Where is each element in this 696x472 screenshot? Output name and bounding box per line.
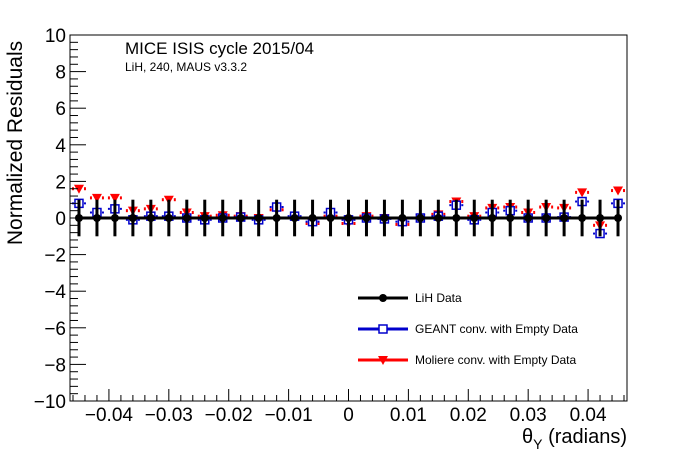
- lih-data-point: [110, 214, 119, 222]
- legend-marker-0: [379, 294, 387, 302]
- lih-data-point: [596, 214, 605, 222]
- legend: LiH Data GEANT conv. with Empty Data Molie…: [358, 291, 578, 367]
- lih-data-point: [200, 214, 209, 222]
- y-tick-label: 0: [55, 209, 66, 230]
- y-tick-label: −8: [44, 355, 66, 376]
- x-axis-label-symbol: θ: [522, 426, 533, 448]
- lih-data-point: [416, 214, 425, 222]
- legend-label-2: Moliere conv. with Empty Data: [415, 353, 576, 367]
- chart-subtitle: LiH, 240, MAUS v3.3.2: [125, 60, 247, 74]
- y-axis-label: Normalized Residuals: [4, 41, 27, 245]
- lih-data-point: [488, 214, 497, 222]
- x-tick-label: 0.01: [390, 405, 427, 426]
- lih-data-point: [272, 214, 281, 222]
- lih-data-point: [524, 214, 533, 222]
- y-tick-label: −6: [44, 319, 66, 340]
- lih-data-point: [164, 214, 173, 222]
- x-axis-label: θY (radians): [522, 426, 627, 452]
- x-tick-label: 0.04: [570, 405, 607, 426]
- lih-data-point: [560, 214, 569, 222]
- moliere-data-point: [109, 193, 120, 203]
- moliere-data-point: [577, 188, 588, 198]
- x-tick-label: 0.02: [450, 405, 487, 426]
- y-tick-label: −2: [44, 246, 66, 267]
- y-axis: −10 −8 −6 −4 −2 0 2 4 6 8 10: [34, 26, 86, 413]
- x-tick-label: −0.01: [265, 405, 313, 426]
- data-layer: [72, 184, 625, 239]
- lih-data-point: [542, 214, 551, 222]
- lih-data-point: [290, 214, 299, 222]
- legend-label-0: LiH Data: [415, 291, 462, 305]
- moliere-data-point: [73, 184, 84, 194]
- y-tick-label: 6: [55, 99, 66, 120]
- lih-data-point: [236, 214, 245, 222]
- x-tick-label: −0.04: [85, 405, 134, 426]
- y-tick-label: −4: [44, 282, 66, 303]
- lih-data-point: [470, 214, 479, 222]
- lih-data-point: [362, 214, 371, 222]
- lih-data-point: [128, 214, 137, 222]
- x-tick-label: 0: [343, 405, 354, 426]
- moliere-data-point: [91, 193, 102, 203]
- legend-label-1: GEANT conv. with Empty Data: [415, 322, 578, 336]
- y-tick-label: 4: [55, 136, 66, 157]
- lih-data-point: [218, 214, 227, 222]
- lih-data-point: [92, 214, 101, 222]
- lih-data-point: [434, 214, 443, 222]
- y-tick-label: 2: [55, 172, 66, 193]
- x-tick-label: −0.02: [205, 405, 253, 426]
- x-axis: −0.04 −0.03 −0.02 −0.01 0 0.01 0.02 0.03 0.04: [72, 389, 625, 426]
- lih-data-point: [578, 214, 587, 222]
- lih-data-point: [182, 214, 191, 222]
- lih-data-point: [614, 214, 623, 222]
- y-tick-label: −10: [34, 392, 66, 413]
- lih-data-point: [344, 214, 353, 222]
- lih-data-point: [146, 214, 155, 222]
- moliere-data-point: [613, 186, 624, 196]
- series-0: [74, 199, 623, 237]
- lih-data-point: [452, 214, 461, 222]
- lih-data-point: [506, 214, 515, 222]
- x-tick-label: −0.03: [145, 405, 193, 426]
- x-axis-label-subscript: Y: [533, 436, 543, 452]
- legend-marker-2: [378, 356, 388, 365]
- y-tick-label: 8: [55, 63, 66, 84]
- chart-title: MICE ISIS cycle 2015/04: [125, 39, 314, 58]
- lih-data-point: [254, 214, 263, 222]
- lih-data-point: [380, 214, 389, 222]
- lih-data-point: [398, 214, 407, 222]
- y-tick-label: 10: [45, 26, 66, 47]
- x-axis-label-units: (radians): [543, 426, 627, 448]
- x-tick-label: 0.03: [510, 405, 547, 426]
- lih-data-point: [308, 214, 317, 222]
- lih-data-point: [326, 214, 335, 222]
- legend-marker-1: [378, 324, 388, 334]
